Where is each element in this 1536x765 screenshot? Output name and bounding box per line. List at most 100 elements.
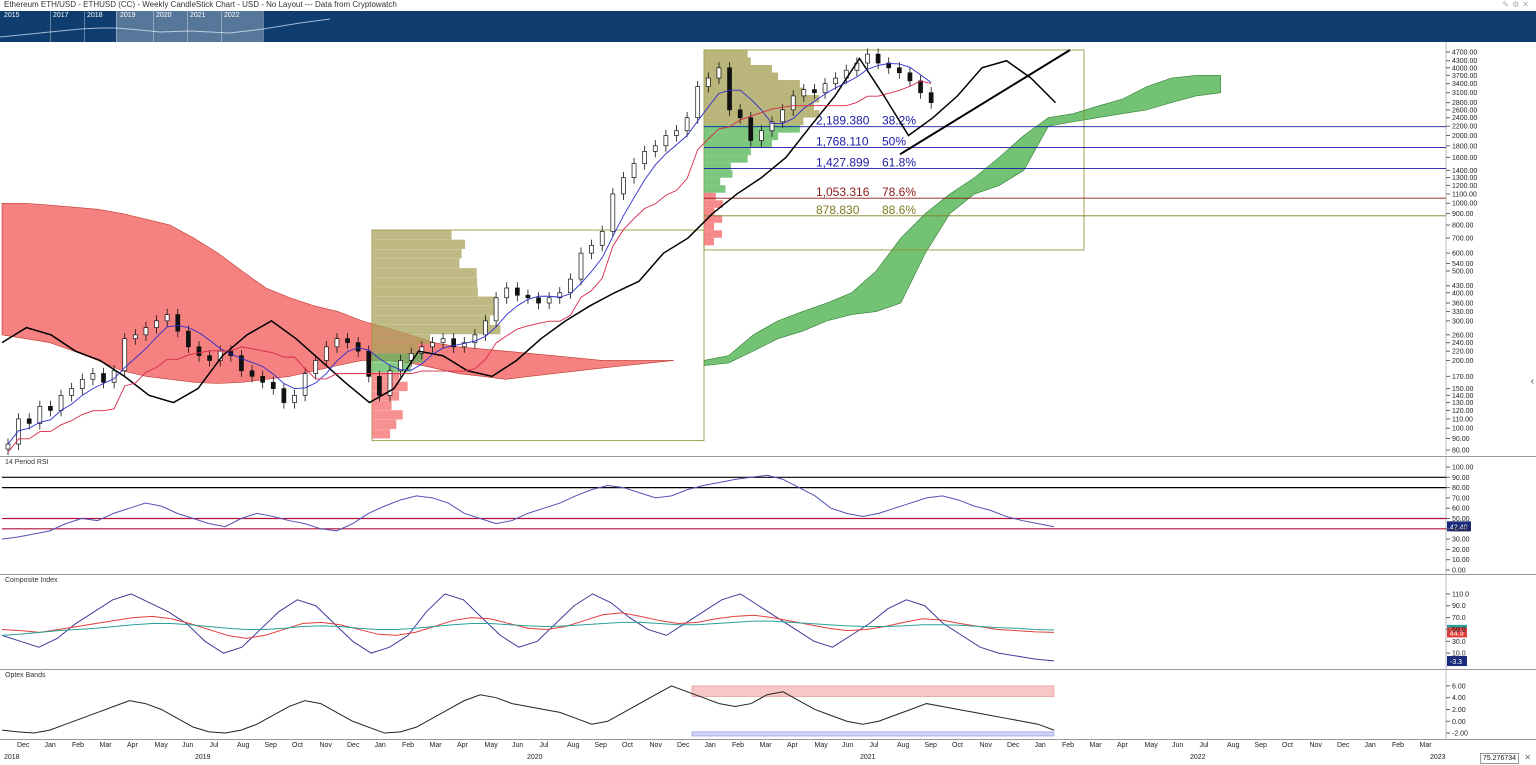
candle-body [493,297,499,322]
x-month-label: Oct [952,742,963,749]
fib-price-label: 1,427.899 [816,155,870,169]
toolbar-icons[interactable]: ✎⚙✕ [1502,0,1532,10]
candle-body [610,193,616,232]
time-navigator[interactable]: 2015 2017 2018 2019 2020 2021 2022 [0,11,1536,42]
candle-body [928,92,934,103]
candle-body [716,67,722,79]
y-tick-label: 50.00 [1452,516,1470,523]
composite-pane[interactable]: Composite Index 49.344.9-3.3 110.090.070… [0,574,1536,669]
candle-body [260,376,266,383]
rsi-chart[interactable]: 42.40 100.00 90.00 80.00 70.00 60.00 50.00 40.… [0,457,1536,575]
candle-body [769,121,775,132]
composite-value-badge [1447,656,1467,667]
composite-value-badge [1447,627,1467,638]
candle-body [16,418,21,445]
price-tick-label: 100.00 [1452,426,1474,433]
kijun-sen-line [7,80,932,453]
chikou-span-line [1,57,1057,404]
x-month-label: Apr [127,742,138,749]
candle-body [631,163,637,178]
time-axis[interactable]: Dec Jan Feb Mar Apr May Jun Jul Aug Sep Oct Nov Dec J… [0,739,1536,765]
optex-pane[interactable]: Optex Bands 6.00 4.00 2.00 0.00 -2.00 [0,669,1536,740]
navigator-window[interactable] [116,11,263,42]
candle-body [652,145,658,152]
rsi-value-badge [1447,521,1471,532]
x-month-label: Jul [209,742,219,749]
x-month-label: Apr [1117,742,1128,749]
volume-profile-bar [372,429,391,439]
rsi-line [1,474,1055,540]
x-month-label: Mar [1089,742,1102,749]
x-month-label: Nov [319,742,332,749]
volume-profile-bar [704,110,820,118]
x-month-label: Nov [1309,742,1322,749]
navigator-sparkline [0,18,331,38]
volume-profile-bar [704,80,800,88]
candle-body [186,330,191,348]
y-tick-label: 30.0 [1452,639,1466,646]
x-month-label: Jan [1364,742,1376,749]
x-month-label: Jan [44,742,56,749]
optex-chart[interactable]: 6.00 4.00 2.00 0.00 -2.00 [0,670,1536,740]
navigator-divider [153,11,154,42]
rsi-pane[interactable]: 14 Period RSI 42.40 100.00 90.00 80.00 70.0… [0,456,1536,575]
x-month-label: May [154,742,168,749]
navigator-year: 2021 [190,12,206,19]
pencil-icon[interactable]: ✎ [1502,0,1513,9]
price-tick-label: 120.00 [1452,408,1474,415]
candle-body [822,83,828,94]
fibonacci-retracement: 2,189.380 38.2%1,768.110 50%1,427.899 61.8%… [704,114,1446,217]
x-month-label: Feb [732,742,745,749]
candle-body [504,287,510,299]
x-year-label: 2021 [860,754,876,761]
composite-label: Composite Index [5,577,58,584]
close-icon[interactable]: ✕ [1524,753,1531,762]
x-month-label: Dec [1007,742,1020,749]
candle-body [589,244,594,254]
composite-chart[interactable]: 49.344.9-3.3 110.090.070.050.030.010.0 [0,575,1536,669]
candle-body [896,67,902,74]
cloud-bull [703,75,1221,366]
y-tick-label: 80.00 [1452,485,1470,492]
x-month-label: Mar [429,742,442,749]
volume-profile-bar [704,72,779,81]
price-chart[interactable]: 2,189.380 38.2%1,768.110 50%1,427.899 61.8%… [0,42,1536,456]
candle-body [26,418,32,424]
fib-price-label: 1,053.316 [816,185,870,199]
y-tick-label: 0.00 [1452,719,1466,726]
volume-profile-bar [372,306,495,316]
price-tick-label: 400.00 [1452,290,1474,297]
close-icon[interactable]: ✕ [1522,0,1532,9]
price-tick-label: 90.00 [1452,436,1470,443]
navigator-divider [187,11,188,42]
candle-body [430,342,435,348]
y-tick-label: -2.00 [1452,731,1468,738]
composite-value-label: -3.3 [1450,659,1462,666]
navigator-divider [50,11,51,42]
x-year-label: 2018 [4,754,20,761]
candle-body [451,338,457,348]
volume-profile-bar [704,185,726,193]
candle-body [737,109,743,119]
price-tick-label: 600.00 [1452,251,1474,258]
tenkan-sen-line [7,63,932,445]
price-tick-label: 1000.00 [1452,201,1477,208]
candle-body [557,292,563,299]
fib-ratio-label: 50% [882,135,906,149]
price-tick-label: 330.00 [1452,309,1474,316]
price-tick-label: 3400.00 [1452,81,1477,88]
price-tick-label: 220.00 [1452,349,1474,356]
volume-profile-bar [704,147,751,156]
x-month-label: May [484,742,498,749]
x-month-label: May [814,742,828,749]
navigator-year: 2018 [87,12,103,19]
candle-body [122,338,128,372]
volume-profile-bar [704,215,723,223]
price-tick-label: 1800.00 [1452,143,1477,150]
price-pane[interactable]: 2,189.380 38.2% 1,768.110 50% 1,427.899 61.8%… [0,42,1536,456]
x-month-label: Sep [594,742,607,749]
chevron-left-icon[interactable]: ‹ [1530,376,1534,387]
price-tick-label: 200.00 [1452,358,1474,365]
candle-body [5,443,11,450]
gear-icon[interactable]: ⚙ [1512,0,1523,9]
